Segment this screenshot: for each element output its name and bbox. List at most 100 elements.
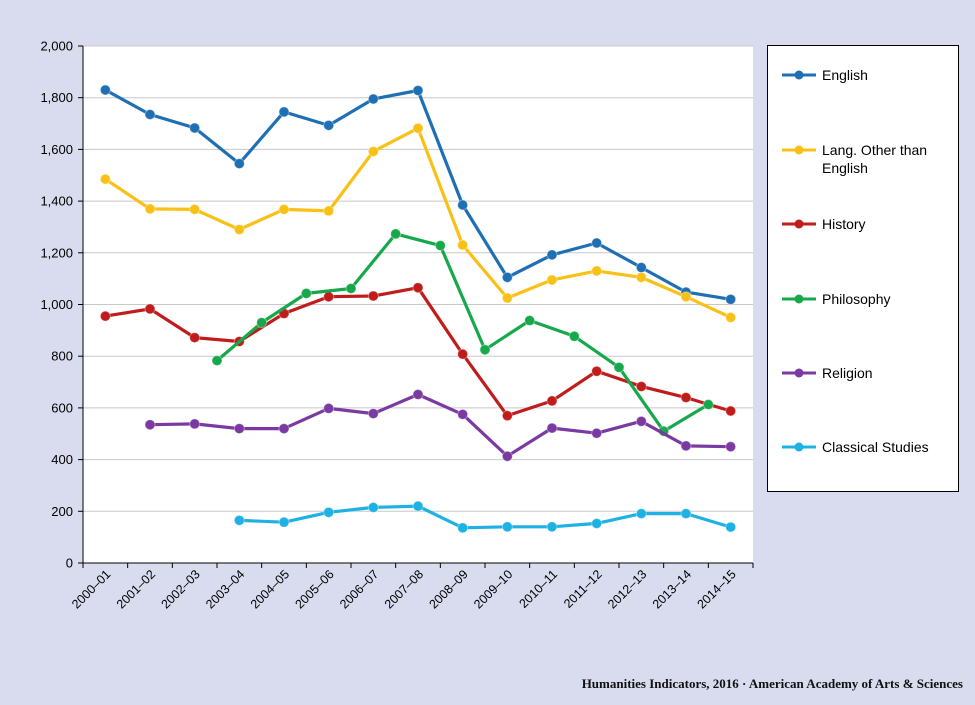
series-religion (144, 388, 737, 462)
data-point (635, 271, 647, 283)
legend-item-english: English (780, 66, 956, 106)
data-point (367, 408, 379, 420)
source-credit: Humanities Indicators, 2016 · American A… (581, 676, 963, 691)
data-point (189, 203, 201, 215)
data-point (680, 508, 692, 520)
series-line-religion (148, 392, 733, 458)
data-point (725, 405, 737, 417)
data-point (412, 84, 424, 96)
data-point (635, 262, 647, 274)
data-point (256, 317, 268, 329)
series-lang-other-than-english (99, 122, 737, 323)
data-point (434, 240, 446, 252)
data-point (546, 422, 558, 434)
y-tick-label: 800 (51, 349, 73, 364)
data-point (233, 514, 245, 526)
data-point (233, 423, 245, 435)
y-tick-label: 2,000 (40, 39, 73, 54)
series-history (99, 282, 737, 422)
data-point (189, 122, 201, 134)
data-point (725, 441, 737, 453)
data-point (613, 361, 625, 373)
data-point (323, 205, 335, 217)
data-point (323, 506, 335, 518)
data-point (412, 122, 424, 134)
legend-item-lang-other: Lang. Other than English (780, 141, 956, 181)
legend-label-history: History (822, 216, 866, 232)
data-point (457, 408, 469, 420)
legend-label-classical-studies: Classical Studies (822, 439, 929, 455)
data-point (591, 265, 603, 277)
data-point (725, 293, 737, 305)
y-tick-label: 200 (51, 504, 73, 519)
data-point (367, 145, 379, 157)
data-point (457, 522, 469, 534)
data-point (323, 291, 335, 303)
data-point (591, 427, 603, 439)
legend-item-history: History (780, 215, 956, 255)
data-point (278, 106, 290, 118)
legend-item-philosophy: Philosophy (780, 290, 956, 330)
data-point (479, 344, 491, 356)
data-point (546, 395, 558, 407)
legend-label-philosophy: Philosophy (822, 291, 891, 307)
data-point (412, 282, 424, 294)
data-point (591, 237, 603, 249)
data-point (144, 303, 156, 315)
data-point (635, 380, 647, 392)
series-line-philosophy (215, 232, 710, 433)
legend-label-lang-other: Lang. Other than English (822, 142, 928, 176)
data-point (278, 203, 290, 215)
data-point (591, 517, 603, 529)
gridlines (83, 45, 753, 512)
data-point (189, 332, 201, 344)
data-point (725, 311, 737, 323)
data-point (189, 418, 201, 430)
data-point (367, 501, 379, 513)
data-point (680, 440, 692, 452)
legend: English Lang. Other than English History… (767, 45, 959, 492)
data-point (390, 228, 402, 240)
data-point (323, 119, 335, 131)
legend-item-religion: Religion (780, 364, 956, 404)
y-tick-label: 1,400 (40, 194, 73, 209)
data-point (323, 402, 335, 414)
series-classical-studies (233, 500, 737, 534)
data-point (524, 315, 536, 327)
data-point (546, 521, 558, 533)
data-point (300, 287, 312, 299)
legend-swatch-history (782, 219, 816, 229)
data-point (568, 330, 580, 342)
legend-label-religion: Religion (822, 365, 873, 381)
legend-item-classical-studies: Classical Studies (780, 438, 956, 478)
data-point (546, 249, 558, 261)
y-tick-label: 0 (66, 556, 73, 571)
data-point (99, 173, 111, 185)
y-tick-label: 1,600 (40, 142, 73, 157)
y-tick-label: 1,000 (40, 297, 73, 312)
series-layer (99, 84, 737, 534)
series-line-classical-studies (237, 504, 733, 530)
legend-swatch-lang-other (782, 145, 816, 155)
data-point (345, 282, 357, 294)
data-point (635, 508, 647, 520)
data-point (680, 392, 692, 404)
data-point (501, 292, 513, 304)
legend-swatch-philosophy (782, 294, 816, 304)
data-point (457, 348, 469, 360)
data-point (546, 274, 558, 286)
data-point (144, 203, 156, 215)
legend-swatch-religion (782, 368, 816, 378)
data-point (211, 355, 223, 367)
y-tick-label: 600 (51, 400, 73, 415)
data-point (367, 93, 379, 105)
data-point (501, 521, 513, 533)
data-point (702, 399, 714, 411)
data-point (233, 224, 245, 236)
data-point (591, 365, 603, 377)
series-philosophy (211, 228, 714, 437)
data-point (725, 521, 737, 533)
data-point (412, 388, 424, 400)
data-point (233, 158, 245, 170)
data-point (278, 516, 290, 528)
